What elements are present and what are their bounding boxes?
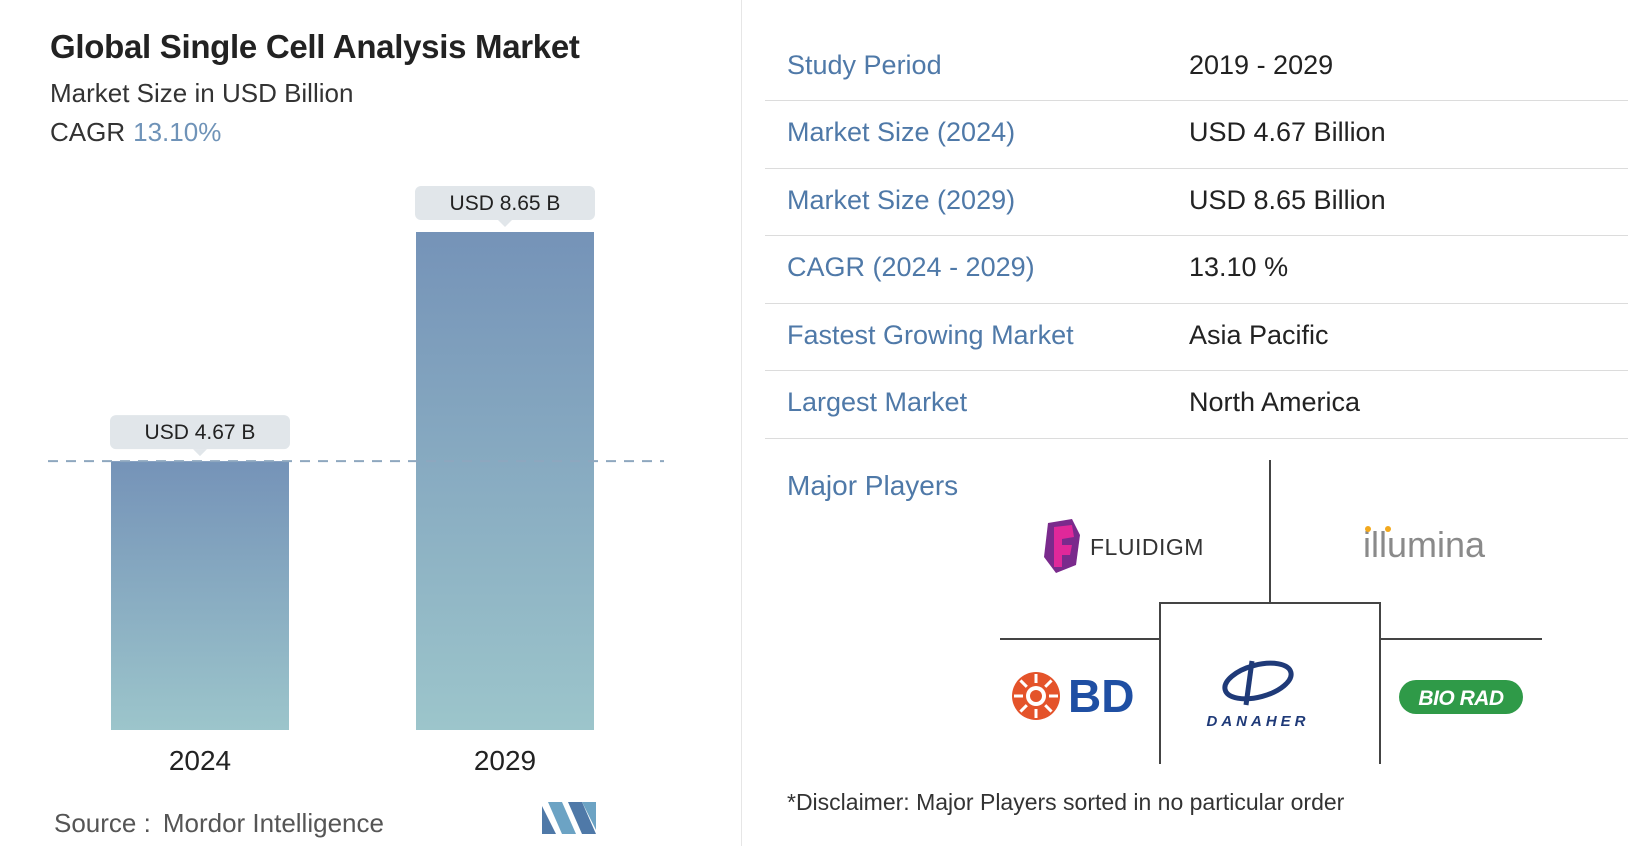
row-value: North America [1189,387,1361,417]
bar-chart: USD 4.67 B 2024 USD 8.65 B 2029 [48,186,664,776]
market-info-table: Study Period 2019 - 2029 Market Size (20… [765,34,1628,439]
grid-divider [1269,460,1271,604]
grid-divider [1159,602,1381,604]
row-value: 13.10 % [1189,252,1289,282]
x-tick-label-2029: 2029 [474,745,536,776]
data-label-2029: USD 8.65 B [415,186,595,227]
bd-logo-text: BD [1068,670,1134,722]
x-tick-label-2024: 2024 [169,745,231,776]
panel-divider [741,0,742,846]
fluidigm-logo-text: FLUIDIGM [1090,534,1204,560]
mordor-intelligence-logo [542,802,596,834]
data-label-2024: USD 4.67 B [110,415,290,457]
row-value: 2019 - 2029 [1189,50,1334,80]
market-chart-panel: Global Single Cell Analysis Market Marke… [0,0,742,846]
bd-logo: BD [1012,670,1134,722]
fluidigm-logo: FLUIDIGM [1044,519,1204,573]
cagr-label: CAGR [50,117,126,147]
major-players-grid: FLUIDIGM illumina BD [990,455,1550,765]
row-label: Study Period [787,50,942,80]
row-value: Asia Pacific [1189,319,1329,350]
bar-2029 [416,232,594,730]
grid-divider [1159,602,1161,764]
data-label-pointer [498,220,512,227]
source-credit: Source : Mordor Intelligence [54,808,384,839]
data-label-text: USD 8.65 B [450,192,561,215]
source-name: Mordor Intelligence [162,808,384,838]
row-label: Largest Market [787,387,968,417]
data-label-pointer [193,449,207,457]
table-row: Market Size (2024) USD 4.67 Billion [765,101,1628,169]
bio-rad-logo: BIO RAD [1399,680,1523,714]
row-label: Market Size (2024) [787,117,1016,147]
table-row: Fastest Growing Market Asia Pacific [765,304,1628,371]
table-row: CAGR (2024 - 2029) 13.10 % [765,236,1628,304]
danaher-logo-text: DANAHER [1207,713,1310,730]
grid-divider [1380,638,1542,640]
page-title: Global Single Cell Analysis Market [50,28,580,65]
illumina-logo-text: illumina [1363,524,1486,565]
row-label: Fastest Growing Market [787,319,1074,350]
grid-divider [1000,638,1160,640]
disclaimer-note: *Disclaimer: Major Players sorted in no … [787,789,1345,815]
bio-rad-logo-text: BIO RAD [1418,687,1504,710]
row-value: USD 8.65 Billion [1189,184,1386,215]
source-label: Source : [54,808,151,838]
table-row: Study Period 2019 - 2029 [765,34,1628,101]
row-label: Market Size (2029) [787,184,1016,215]
table-row: Largest Market North America [765,371,1628,439]
illumina-logo: illumina [1363,524,1486,565]
cagr-value: 13.10% [133,117,222,147]
data-label-text: USD 4.67 B [145,421,256,444]
data-label-bubble [110,415,290,450]
chart-subtitle: Market Size in USD Billion [50,78,354,108]
data-label-bubble [415,186,595,220]
cagr-summary: CAGR 13.10% [50,117,221,148]
row-label: CAGR (2024 - 2029) [787,252,1035,282]
grid-divider [1379,602,1381,764]
table-row: Market Size (2029) USD 8.65 Billion [765,169,1628,236]
bar-2024 [111,461,289,730]
danaher-logo: DANAHER [1207,660,1310,730]
row-value: USD 4.67 Billion [1189,117,1386,147]
major-players-heading: Major Players [787,470,959,501]
